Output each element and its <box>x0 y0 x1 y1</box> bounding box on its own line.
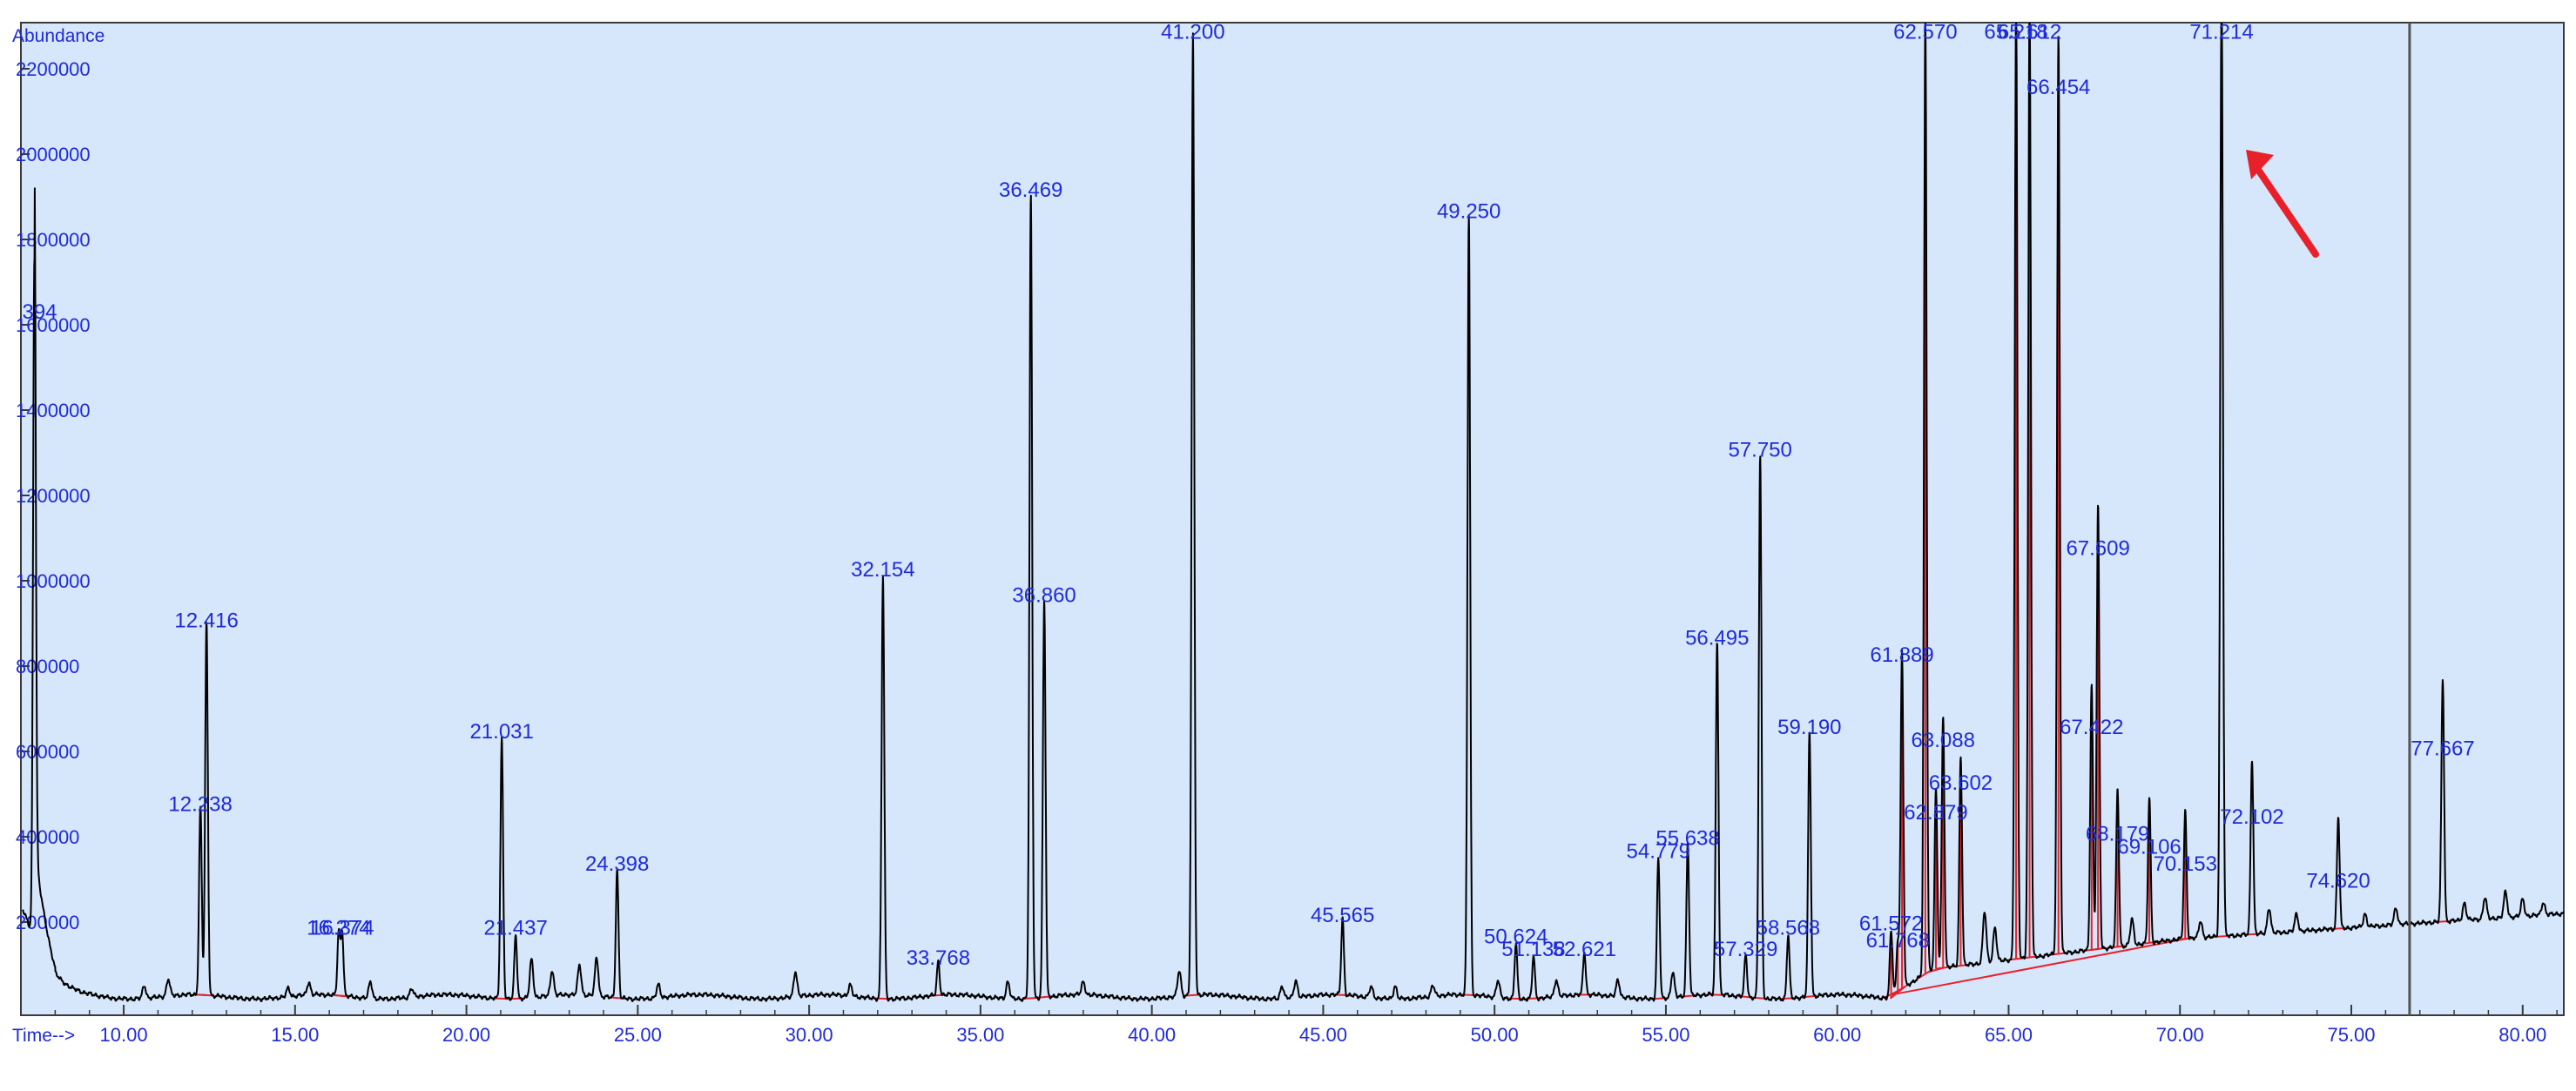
peak-label: 58.568 <box>1757 917 1820 940</box>
x-tick-label: 65.00 <box>1985 1024 2033 1046</box>
peak-label: 36.469 <box>999 178 1062 202</box>
peak-label: 74.620 <box>2306 870 2370 893</box>
peak-label: 67.609 <box>2066 536 2129 560</box>
region-baseline <box>1892 938 2188 996</box>
peak-label: 36.860 <box>1012 583 1076 607</box>
peak-label: 51.138 <box>1501 938 1565 961</box>
peak-label: 62.570 <box>1893 21 1957 44</box>
peak-baseline <box>1935 966 1952 970</box>
peak-label: 61.572 <box>1859 913 1923 936</box>
x-tick-label: 10.00 <box>100 1024 148 1046</box>
peak-label: 69.106 <box>2117 835 2181 859</box>
peak-label: 56.495 <box>1685 626 1749 650</box>
y-tick-label: 2200000 <box>16 58 91 80</box>
y-tick-label: 2000000 <box>16 144 91 165</box>
x-tick-label: 75.00 <box>2327 1024 2375 1046</box>
peak-label: 33.768 <box>907 946 970 970</box>
x-tick-label: 35.00 <box>956 1024 1004 1046</box>
peak-label: 16.274 <box>307 917 370 940</box>
x-tick-label: 40.00 <box>1128 1024 1176 1046</box>
peak-label: 65.218 <box>1984 21 2047 44</box>
red-arrow-shaft <box>2249 158 2320 258</box>
x-tick-label: 50.00 <box>1471 1024 1519 1046</box>
peak-label: 68.179 <box>2086 823 2149 846</box>
peak-label: 32.154 <box>851 558 914 582</box>
peak-label: 12.238 <box>168 792 232 816</box>
peak-label: 16.374 <box>310 917 374 940</box>
plot-area <box>20 22 2565 1016</box>
red-arrow-head <box>2246 150 2275 179</box>
x-tick-label: 25.00 <box>614 1024 662 1046</box>
x-tick-label: 70.00 <box>2156 1024 2204 1046</box>
peak-label: 52.621 <box>1553 938 1616 961</box>
x-tick-label: 55.00 <box>1642 1024 1689 1046</box>
peak-label: 12.416 <box>174 609 238 633</box>
peak-label: 65.612 <box>1998 21 2061 44</box>
peak-label: 54.779 <box>1627 839 1690 863</box>
y-tick-label: 1200000 <box>16 485 91 507</box>
x-tick-label: 60.00 <box>1813 1024 1861 1046</box>
peak-label: 41.200 <box>1161 21 1224 44</box>
peak-label: 394 <box>22 300 57 324</box>
peak-label: 50.624 <box>1484 925 1548 948</box>
y-tick-label: 1400000 <box>16 400 91 421</box>
peak-label: 71.214 <box>2189 21 2253 44</box>
y-tick-label: 600000 <box>16 741 79 763</box>
chromatogram-trace <box>22 23 2565 1002</box>
y-tick-label: 800000 <box>16 656 79 677</box>
x-tick-label: 45.00 <box>1299 1024 1347 1046</box>
x-tick-label: 15.00 <box>271 1024 319 1046</box>
y-tick-label: 400000 <box>16 826 79 848</box>
peak-label: 61.889 <box>1870 643 1933 667</box>
x-tick-label: 20.00 <box>442 1024 490 1046</box>
peak-label: 63.088 <box>1912 729 1975 752</box>
x-tick-label: 80.00 <box>2498 1024 2546 1046</box>
peak-label: 45.565 <box>1311 904 1374 927</box>
peak-label: 59.190 <box>1777 716 1841 739</box>
peak-label: 57.750 <box>1728 439 1791 462</box>
y-tick-label: 1000000 <box>16 570 91 592</box>
peak-label: 66.454 <box>2026 76 2090 99</box>
peak-label: 21.437 <box>483 917 547 940</box>
x-tick-label: 30.00 <box>786 1024 833 1046</box>
peak-label: 57.329 <box>1714 938 1777 961</box>
peak-label: 24.398 <box>585 852 649 876</box>
peak-label: 70.153 <box>2154 852 2217 876</box>
peak-label: 55.638 <box>1656 827 1719 851</box>
peak-label: 77.667 <box>2411 737 2474 761</box>
y-tick-label: 1600000 <box>16 314 91 336</box>
peak-label: 49.250 <box>1437 199 1500 223</box>
x-axis-title: Time--> <box>12 1026 75 1046</box>
peak-label: 21.031 <box>469 720 533 744</box>
peak-label: 61.768 <box>1866 929 1930 953</box>
peak-label: 67.422 <box>2060 716 2123 739</box>
y-axis-title: Abundance <box>12 26 105 46</box>
peak-label: 63.602 <box>1929 771 1993 795</box>
peak-label: 62.879 <box>1904 801 1967 825</box>
y-tick-label: 1800000 <box>16 229 91 251</box>
peak-label: 72.102 <box>2220 805 2283 829</box>
